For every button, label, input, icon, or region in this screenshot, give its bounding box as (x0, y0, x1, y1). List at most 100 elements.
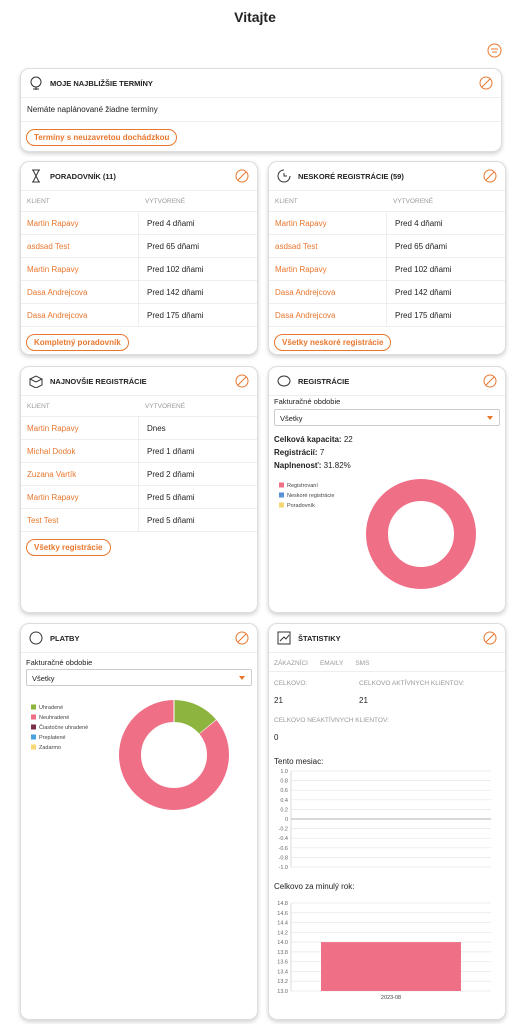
select[interactable]: Všetky (26, 669, 252, 686)
button-wrap: Všetky neskoré registrácie (269, 327, 505, 354)
client-link[interactable]: Martin Rapavy (21, 212, 139, 234)
y-tick-label: 14.4 (277, 921, 288, 927)
tab[interactable]: SMS (355, 660, 370, 667)
legend-label: Preplatené (39, 735, 66, 741)
legend-swatch (31, 744, 36, 750)
column-header: VYTVORENÉ (145, 197, 186, 205)
stat-label: Celková kapacita: (274, 435, 342, 444)
label: Fakturačné obdobie (26, 658, 93, 667)
stat-label: CELKOVO AKTÍVNYCH KLIENTOV: (359, 680, 465, 687)
table-row: Martin Rapavy Pred 4 dňami (21, 212, 257, 235)
payments-card: Uhradené Neuhradené Čiastočne uhradené Prep… (20, 623, 258, 1020)
filter-button[interactable] (487, 43, 502, 58)
hide-button[interactable] (479, 76, 493, 90)
card-title: PLATBY (50, 633, 80, 643)
created-cell: Pred 102 dňami (395, 264, 452, 274)
card-header: PORADOVNÍK (11) (21, 162, 257, 191)
legend-swatch (31, 734, 36, 740)
hide-button[interactable] (483, 631, 497, 645)
table-row: Martin Rapavy Pred 102 dňami (21, 258, 257, 281)
table-row: Zuzana Vartík Pred 2 dňami (21, 463, 257, 486)
created-cell: Pred 142 dňami (395, 287, 452, 297)
table-header: KLIENT VYTVORENÉ (269, 191, 505, 212)
label: Fakturačné obdobie (274, 397, 341, 406)
created-cell: Pred 4 dňami (147, 218, 195, 228)
card-header: NAJNOVŠIE REGISTRÁCIE (21, 367, 257, 396)
table-row: Test Test Pred 5 dňami (21, 509, 257, 532)
client-link[interactable]: Test Test (21, 509, 139, 531)
card-title: NESKORÉ REGISTRÁCIE (59) (298, 171, 404, 181)
x-tick-label: 2023-08 (381, 995, 401, 1001)
table-row: Martin Rapavy Dnes (21, 417, 257, 440)
message: Nemáte naplánované žiadne termíny (21, 98, 501, 122)
created-cell: Pred 5 dňami (147, 492, 195, 502)
button[interactable]: Kompletný poradovník (26, 334, 129, 351)
y-tick-label: -1.0 (279, 865, 288, 871)
select[interactable]: Všetky (274, 409, 500, 426)
legend-swatch (279, 502, 284, 508)
tab[interactable]: ZÁKAZNÍCI (274, 660, 308, 667)
created-cell: Pred 175 dňami (147, 310, 204, 320)
created-cell: Pred 4 dňami (395, 218, 443, 228)
legend-swatch (279, 492, 284, 498)
y-tick-label: -0.6 (279, 846, 288, 852)
hide-button[interactable] (483, 169, 497, 183)
legend-swatch (279, 482, 284, 488)
table-row: asdsad Test Pred 65 dňami (21, 235, 257, 258)
y-tick-label: -0.8 (279, 855, 288, 861)
button[interactable]: Všetky registrácie (26, 539, 111, 556)
y-tick-label: 0.4 (280, 798, 288, 804)
legend-swatch (31, 724, 36, 730)
icon-shape (485, 171, 495, 181)
client-link[interactable]: Dasa Andrejcova (21, 281, 139, 303)
icon (29, 375, 43, 388)
y-tick-label: 0 (285, 817, 288, 823)
y-tick-label: 13.6 (277, 960, 288, 966)
client-link[interactable]: Zuzana Vartík (21, 463, 139, 485)
created-cell: Pred 65 dňami (147, 241, 200, 251)
hide-button[interactable] (235, 169, 249, 183)
pie-slice (366, 479, 476, 589)
hide-button[interactable] (235, 374, 249, 388)
stat-value: 0 (274, 733, 279, 742)
client-link[interactable]: Dasa Andrejcova (269, 304, 387, 326)
page-title: Vitajte (234, 9, 276, 25)
client-link[interactable]: Michal Dodok (21, 440, 139, 462)
column-header: KLIENT (27, 402, 50, 410)
column-header: KLIENT (275, 197, 298, 205)
button[interactable]: Všetky neskoré registrácie (274, 334, 392, 351)
tab[interactable]: EMAILY (319, 660, 344, 667)
icon-shape (32, 169, 40, 183)
card-title: REGISTRÁCIE (298, 376, 350, 386)
table: KLIENT VYTVORENÉ Martin Rapavy Pred 4 dňami… (269, 191, 505, 327)
client-link[interactable]: Martin Rapavy (269, 258, 387, 280)
stat-value: 7 (319, 448, 325, 457)
hide-button[interactable] (483, 374, 497, 388)
table-row: Martin Rapavy Pred 102 dňami (269, 258, 505, 281)
y-tick-label: 0.2 (280, 807, 288, 813)
client-link[interactable]: Dasa Andrejcova (269, 281, 387, 303)
created-cell: Pred 102 dňami (147, 264, 204, 274)
hide-button[interactable] (235, 631, 249, 645)
client-link[interactable]: Martin Rapavy (21, 258, 139, 280)
client-link[interactable]: asdsad Test (21, 235, 139, 257)
client-link[interactable]: Martin Rapavy (269, 212, 387, 234)
table-row: Martin Rapavy Pred 5 dňami (21, 486, 257, 509)
button[interactable]: Termíny s neuzavretou dochádzkou (26, 129, 178, 146)
icon-shape (235, 169, 249, 183)
stat-label: CELKOVO NEAKTÍVNYCH KLIENTOV: (274, 717, 389, 724)
client-link[interactable]: Martin Rapavy (21, 417, 139, 439)
icon (29, 631, 43, 645)
y-tick-label: 13.4 (277, 969, 288, 975)
client-link[interactable]: Dasa Andrejcova (21, 304, 139, 326)
y-tick-label: 13.8 (277, 950, 288, 956)
client-link[interactable]: Martin Rapavy (21, 486, 139, 508)
created-cell: Pred 175 dňami (395, 310, 452, 320)
column-header: VYTVORENÉ (145, 402, 186, 410)
created-cell: Dnes (147, 423, 166, 433)
late-card: NESKORÉ REGISTRÁCIE (59) KLIENT VYTVORENÉ M… (268, 161, 506, 355)
icon (32, 169, 40, 183)
card-title: ŠTATISTIKY (298, 633, 341, 643)
client-link[interactable]: asdsad Test (269, 235, 387, 257)
table-row: Dasa Andrejcova Pred 175 dňami (269, 304, 505, 327)
